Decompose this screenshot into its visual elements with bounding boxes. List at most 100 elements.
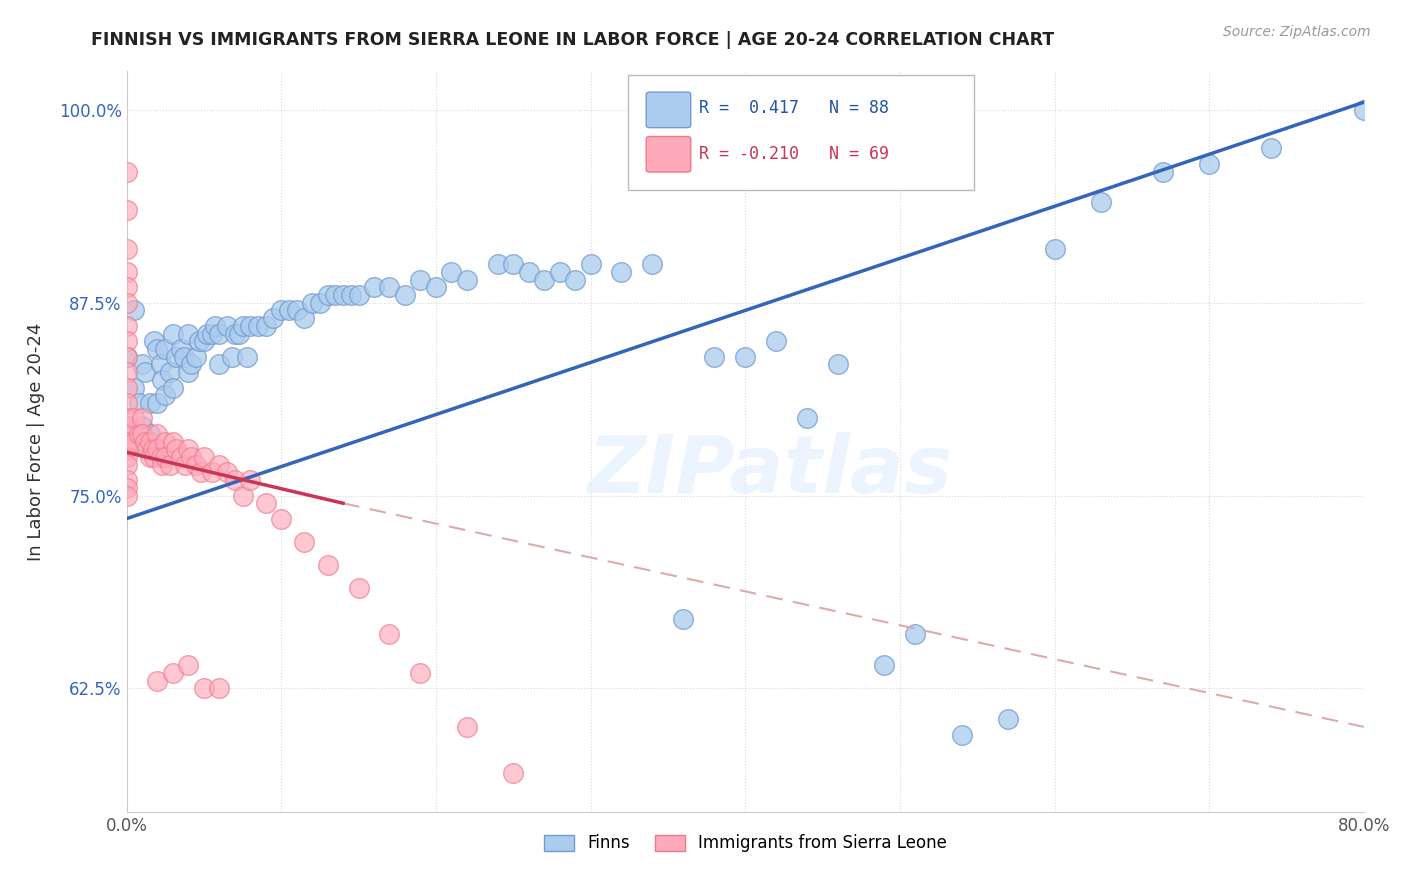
Point <box>115 419 138 434</box>
Point <box>149 358 172 372</box>
Point <box>143 334 166 349</box>
Point <box>115 380 138 394</box>
Point <box>440 265 463 279</box>
Point <box>517 265 540 279</box>
Text: R = -0.210   N = 69: R = -0.210 N = 69 <box>699 145 890 162</box>
Point <box>115 295 138 310</box>
Point <box>162 380 184 394</box>
Point <box>124 380 146 394</box>
Point <box>1090 195 1112 210</box>
Point <box>150 458 173 472</box>
Point <box>115 164 138 178</box>
Legend: Finns, Immigrants from Sierra Leone: Finns, Immigrants from Sierra Leone <box>537 828 953 859</box>
Point <box>502 257 524 271</box>
Point <box>165 350 187 364</box>
Point <box>641 257 664 271</box>
Point <box>177 442 200 457</box>
Point <box>323 288 347 302</box>
Point <box>186 458 208 472</box>
Point <box>239 473 262 487</box>
Point <box>115 450 138 464</box>
Point <box>146 426 169 441</box>
Point <box>502 766 524 780</box>
Point <box>201 326 224 341</box>
Point <box>610 265 633 279</box>
Point <box>796 411 818 425</box>
Point <box>162 326 184 341</box>
Point <box>195 326 218 341</box>
Point <box>236 350 259 364</box>
Point <box>363 280 385 294</box>
Point <box>115 458 138 472</box>
Point <box>115 265 138 279</box>
Point <box>174 458 197 472</box>
Point <box>340 288 363 302</box>
FancyBboxPatch shape <box>627 75 974 190</box>
Point <box>254 496 277 510</box>
Point <box>165 442 187 457</box>
Point <box>115 434 138 449</box>
Point <box>128 426 150 441</box>
Point <box>1353 103 1375 117</box>
Point <box>997 712 1019 726</box>
Text: Source: ZipAtlas.com: Source: ZipAtlas.com <box>1223 25 1371 39</box>
Point <box>146 673 169 688</box>
Point <box>1043 242 1066 256</box>
Point <box>115 473 138 487</box>
Point <box>177 658 200 673</box>
Point <box>292 311 315 326</box>
Point <box>231 318 253 333</box>
Point <box>309 295 332 310</box>
Point <box>193 450 215 464</box>
Point <box>904 627 927 641</box>
Point <box>285 303 308 318</box>
Point <box>115 318 138 333</box>
Text: ZIPatlas: ZIPatlas <box>588 432 952 510</box>
Point <box>124 411 146 425</box>
Point <box>169 342 191 356</box>
Point <box>1260 141 1282 155</box>
Point <box>115 242 138 256</box>
Point <box>224 473 246 487</box>
Point <box>262 311 284 326</box>
Point <box>115 350 138 364</box>
Point <box>1198 157 1220 171</box>
Point <box>703 350 725 364</box>
FancyBboxPatch shape <box>647 136 690 172</box>
Point <box>146 442 169 457</box>
Point <box>159 458 181 472</box>
Point <box>208 681 231 696</box>
Point <box>270 511 292 525</box>
Point <box>128 396 150 410</box>
Point <box>124 303 146 318</box>
Point <box>456 272 478 286</box>
Point <box>409 665 432 680</box>
Point <box>217 318 239 333</box>
Point <box>950 728 973 742</box>
Point <box>332 288 354 302</box>
Point <box>208 326 231 341</box>
Point <box>146 342 169 356</box>
Point <box>201 466 224 480</box>
Point <box>115 481 138 495</box>
Point <box>115 419 138 434</box>
Point <box>173 350 195 364</box>
Point <box>138 396 160 410</box>
Point <box>153 342 177 356</box>
Point <box>316 288 339 302</box>
Point <box>138 426 160 441</box>
Point <box>347 581 370 595</box>
Point <box>548 265 571 279</box>
Point <box>135 442 157 457</box>
Point <box>146 396 169 410</box>
Point <box>162 665 184 680</box>
Point <box>486 257 509 271</box>
Point <box>221 350 243 364</box>
Point <box>378 280 401 294</box>
Point <box>169 450 191 464</box>
Point <box>180 450 202 464</box>
Point <box>115 396 138 410</box>
Point <box>115 280 138 294</box>
Point <box>378 627 401 641</box>
Point <box>153 434 177 449</box>
